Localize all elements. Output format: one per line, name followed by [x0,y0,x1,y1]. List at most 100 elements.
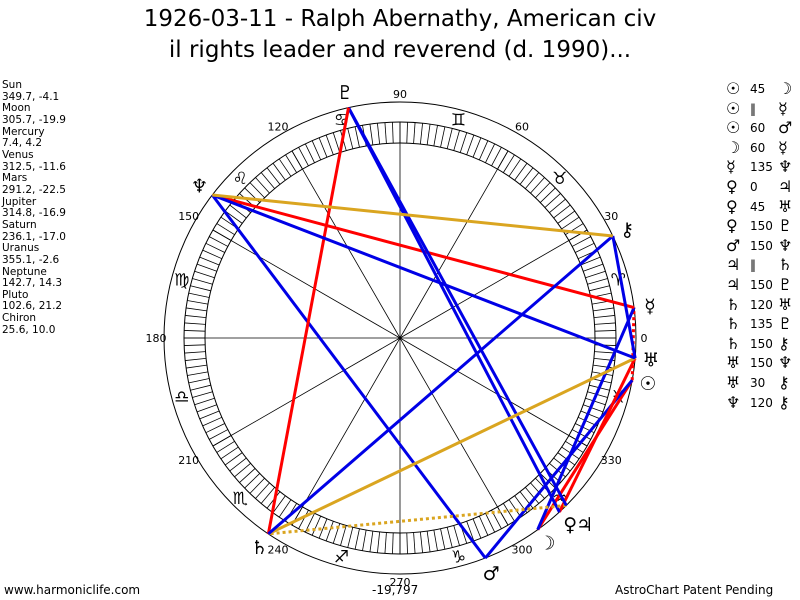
planet-name-neptune: Neptune [2,265,47,278]
degree-tick [466,134,475,155]
degree-tick [188,378,210,384]
degree-tick [406,532,408,554]
degree-label: 330 [601,454,622,467]
degree-tick [535,182,551,199]
aspect-line [484,379,634,559]
degree-label: 240 [268,543,289,556]
degree-tick [209,236,229,247]
website-link[interactable]: www.harmoniclife.com [4,583,141,597]
aspect-value: 150 [750,356,773,371]
aspect-line [211,194,487,559]
venus-icon: ♀ [563,514,577,536]
degree-tick [419,123,423,145]
planet-coords-venus: 312.5, -11.6 [2,160,66,173]
degree-tick [583,263,604,272]
aspect-row: ☉ 60 ♂ [724,118,800,138]
aspect-row: ♃ 150 ♇ [724,275,800,295]
mars-icon: ♂ [726,235,741,255]
saturn-icon: ♄ [726,333,741,353]
degree-tick [354,126,360,148]
aspect-row: ♄ 120 ♅ [724,295,800,315]
degree-tick [186,307,207,312]
aspect-line [268,503,567,536]
planet-name-moon: Moon [2,102,31,115]
degree-tick [377,531,381,553]
mars-icon: ♂ [778,118,793,138]
outer-circle [163,101,637,575]
degree-tick [340,525,347,546]
aspect-row: ☉ ‖ ☿ [724,99,800,119]
aspect-row: ♀ 150 ♇ [724,216,800,236]
degree-tick [478,140,489,161]
uranus-icon: ♅ [778,196,793,216]
degree-tick [485,513,496,533]
degree-tick [440,528,446,550]
degree-tick [311,140,322,161]
degree-tick [216,223,235,236]
planet-coords-uranus: 355.1, -2.6 [2,253,60,266]
aspect-list: ☉ 45 ☽ ☉ ‖ ☿ ☉ 60 ♂ ☽ 60 ☿ ☿ 135 ♆ ♀ 0 ♃ ♀ 45 ♅ ♀ 150 ♇ ♂ 150 ♆ ♃ ‖ ♄… [724,79,800,412]
mercury-icon: ☿ [644,296,656,318]
planet-coords-saturn: 236.1, -17.0 [2,230,66,243]
aspect-value: 45 [750,82,766,96]
aspect-row: ♅ 150 ♆ [724,353,800,373]
spoke-line [399,150,509,339]
aspect-line [267,234,614,536]
degree-tick [413,532,416,554]
degree-tick [194,397,215,406]
degree-tick [466,521,475,542]
degree-tick [549,198,566,213]
zodiac-sign-icon: ♎ [174,387,189,407]
aspect-value: ‖ [750,101,756,116]
degree-tick [406,122,408,144]
degree-tick [392,122,394,144]
mercury-icon: ☿ [726,157,736,177]
moon-icon: ☽ [726,137,741,157]
degree-tick [249,477,265,494]
neptune-icon: ♆ [191,175,208,197]
degree-tick [502,154,515,173]
degree-tick [278,499,292,518]
sun-icon: ☉ [726,118,741,138]
degree-tick [220,446,239,460]
venus-icon: ♀ [726,176,738,196]
degree-tick [508,499,522,518]
chiron-icon: ⚷ [778,372,790,392]
degree-tick [539,187,556,203]
pluto-icon: ♇ [778,274,793,294]
degree-tick [453,525,460,546]
planet-name-uranus: Uranus [2,242,40,255]
degree-tick [580,256,601,266]
degree-tick [325,521,334,542]
degree-tick [298,509,309,529]
degree-tick [196,263,217,272]
planet-name-jupiter: Jupiter [2,195,37,208]
degree-tick [205,242,225,253]
aspect-value: 135 [750,160,773,175]
uranus-icon: ♅ [778,294,793,314]
pluto-icon: ♇ [337,82,354,104]
degree-tick [192,278,213,285]
degree-tick [190,384,211,391]
degree-tick [557,210,575,224]
aspect-line [347,106,568,507]
degree-tick [587,278,608,285]
aspect-line [267,356,636,536]
degree-tick [278,158,292,177]
pluto-icon: ♇ [778,216,793,236]
degree-tick [184,351,206,354]
degree-tick [318,518,328,539]
degree-tick [502,503,515,522]
aspect-row: ☽ 60 ☿ [724,138,800,158]
degree-label: 270 [390,576,411,589]
neptune-icon: ♆ [778,235,793,255]
degree-tick [440,126,446,148]
degree-tick [571,236,591,247]
spoke-line [399,229,588,339]
degree-tick [225,210,243,224]
degree-label: 30 [604,210,618,223]
degree-tick [187,371,209,376]
degree-tick [325,134,334,155]
neptune-icon: ♆ [778,157,793,177]
degree-tick [209,429,229,440]
